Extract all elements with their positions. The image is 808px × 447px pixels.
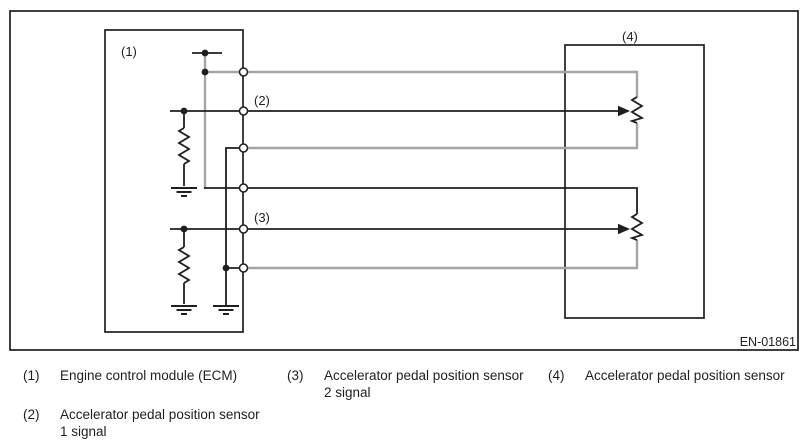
diagram-border (9, 10, 799, 351)
pot1-supply-wire (205, 70, 639, 97)
legend-text-3b: 2 signal (324, 385, 371, 400)
ground-symbol-3 (213, 305, 239, 315)
junction-dots (180, 49, 230, 272)
ecm-ground-line (225, 147, 243, 305)
legend-item-4: (4) Accelerator pedal position sensor (548, 367, 785, 384)
legend-num-3: (3) (287, 368, 304, 383)
ground-symbol-1 (171, 187, 197, 197)
legend-text-3: Accelerator pedal position sensor (324, 368, 524, 383)
pot2-supply-wire (204, 187, 638, 214)
legend-num-1: (1) (23, 368, 40, 383)
wiring-diagram: (1) (2) (3) (4) EN-01861 (9, 10, 799, 351)
callout-4: (4) (622, 29, 638, 44)
legend-item-1: (1) Engine control module (ECM) (23, 367, 237, 384)
legend-text-4: Accelerator pedal position sensor (585, 368, 785, 383)
ecm-resistor-2 (177, 229, 191, 304)
pot2-wiper-arrow (618, 223, 630, 235)
callout-3: (3) (254, 210, 270, 225)
legend-item-2: (2) Accelerator pedal position sensor 1 … (23, 406, 260, 440)
ecm-pins (238, 67, 249, 273)
gray-wires (203, 53, 639, 270)
ground-symbol-2 (171, 305, 197, 315)
sensor-box (564, 44, 705, 319)
legend-num-4: (4) (548, 368, 565, 383)
figure-code: EN-01861 (740, 335, 796, 349)
legend-num-2: (2) (23, 407, 40, 422)
legend-text-1: Engine control module (ECM) (60, 368, 238, 383)
potentiometer-2 (618, 213, 645, 241)
legend-text-2: Accelerator pedal position sensor (60, 407, 260, 422)
pot1-return-wire (243, 123, 639, 150)
legend-item-3: (3) Accelerator pedal position sensor 2 … (287, 367, 524, 401)
callout-2: (2) (254, 93, 270, 108)
potentiometer-1 (618, 96, 645, 124)
pot1-wiper-arrow (618, 105, 630, 117)
ecm-resistor-1 (177, 111, 191, 186)
pot2-return-wire (243, 240, 639, 270)
legend-text-2b: 1 signal (60, 424, 107, 439)
ecm-box (104, 29, 244, 333)
callout-1: (1) (121, 44, 137, 59)
